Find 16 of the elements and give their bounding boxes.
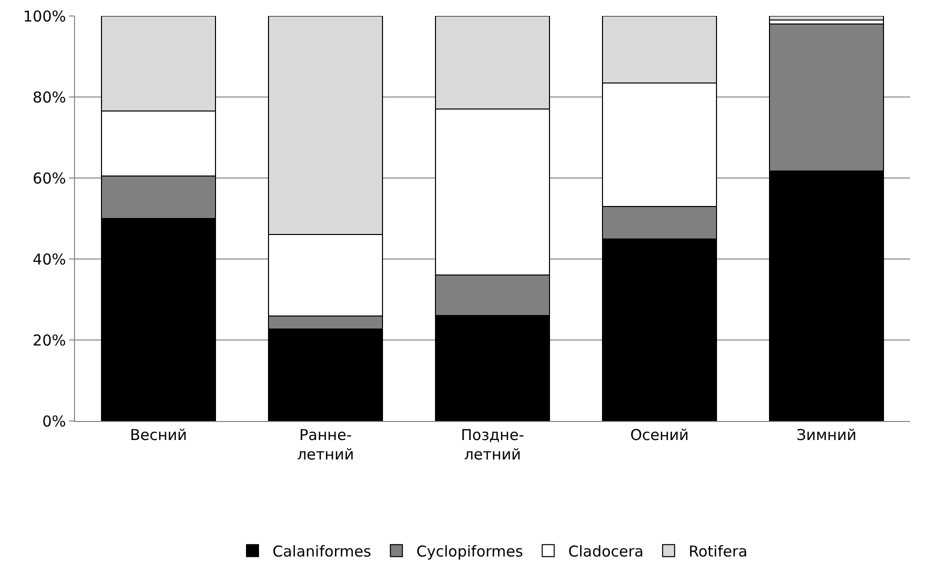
y-tick-label: 40% <box>32 250 66 268</box>
y-tick-label: 20% <box>32 331 66 350</box>
y-tick-label: 100% <box>23 7 66 26</box>
legend-label: Rotifera <box>688 542 748 560</box>
legend-label: Calaniformes <box>272 542 372 560</box>
y-tick-label: 60% <box>32 169 66 188</box>
x-tick-label: Поздне- летний <box>460 426 524 464</box>
y-tick-label: 0% <box>42 412 66 430</box>
bar <box>769 16 884 21</box>
legend-label: Cladocera <box>568 542 644 560</box>
x-tick-label: Весний <box>130 426 188 444</box>
x-tick-label: Ранне- летний <box>297 426 354 464</box>
y-tick-label: 80% <box>32 88 66 106</box>
legend-label: Cyclopiformes <box>416 542 524 560</box>
x-tick-label: Осений <box>630 426 689 444</box>
x-tick-label: Зимний <box>796 426 856 444</box>
